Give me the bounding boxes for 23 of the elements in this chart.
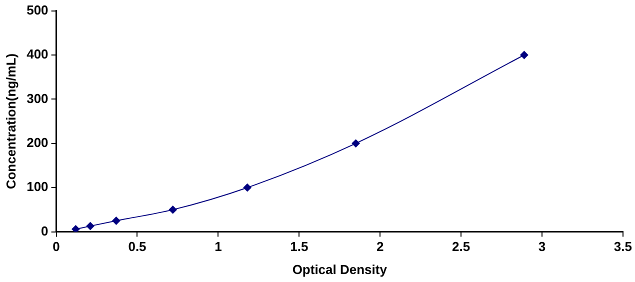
point: [168, 206, 177, 214]
point: [352, 139, 360, 148]
x-tick-label: 3.5: [614, 239, 632, 254]
point: [86, 222, 94, 230]
x-tick-label: 1: [214, 239, 222, 254]
point: [112, 216, 120, 225]
point: [72, 225, 80, 232]
y-axis-title: Concentration(ng/mL): [3, 53, 18, 190]
y-tick-label: 0: [41, 223, 48, 238]
y-tick-label: 100: [26, 179, 48, 194]
x-tick-label: 0: [52, 239, 60, 254]
x-tick-label: 1.5: [290, 239, 308, 254]
x-tick-label: 0.5: [128, 239, 146, 254]
x-tick-label: 2: [376, 239, 384, 254]
point: [520, 51, 528, 59]
x-tick-label: 2.5: [452, 239, 470, 254]
x-tick-label: 3: [538, 239, 546, 254]
point: [243, 184, 252, 192]
y-tick-label: 200: [26, 134, 48, 150]
x-axis-title: Optical Density: [292, 262, 388, 277]
y-tick-label: 500: [26, 2, 48, 18]
y-tick-label: 300: [26, 90, 48, 106]
y-tick-label: 400: [26, 46, 48, 62]
